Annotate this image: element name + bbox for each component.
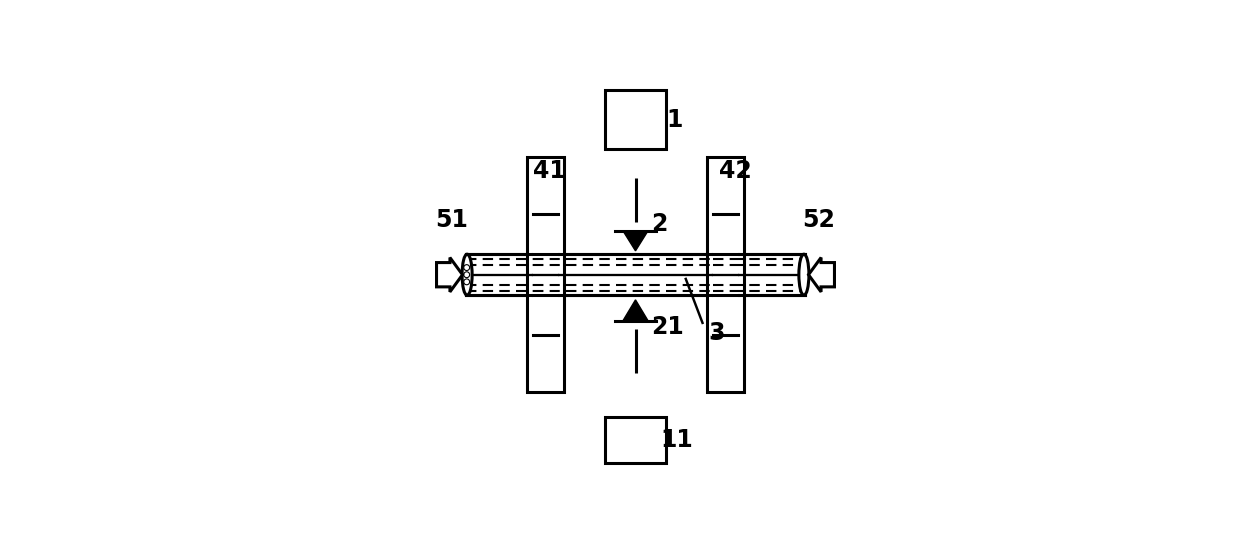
Text: 41: 41 <box>533 159 565 183</box>
Text: 2: 2 <box>651 212 668 236</box>
Text: 1: 1 <box>666 108 682 132</box>
Bar <box>533 214 558 336</box>
Bar <box>466 254 805 295</box>
Text: 3: 3 <box>709 322 725 345</box>
Ellipse shape <box>463 254 472 295</box>
Bar <box>713 254 738 296</box>
Polygon shape <box>622 231 649 251</box>
FancyArrow shape <box>436 257 463 292</box>
Bar <box>713 214 738 336</box>
Bar <box>527 157 564 392</box>
Bar <box>707 157 744 392</box>
Text: 52: 52 <box>802 208 835 232</box>
Bar <box>605 90 666 149</box>
Text: 51: 51 <box>435 208 469 232</box>
FancyArrow shape <box>808 257 835 292</box>
Text: 21: 21 <box>651 315 684 339</box>
Ellipse shape <box>799 254 808 295</box>
Bar <box>533 254 558 296</box>
Text: 42: 42 <box>719 159 751 183</box>
Polygon shape <box>622 300 649 321</box>
Circle shape <box>464 272 470 277</box>
Circle shape <box>464 265 470 270</box>
Bar <box>605 417 666 463</box>
Text: 11: 11 <box>661 428 693 452</box>
Circle shape <box>464 279 470 285</box>
